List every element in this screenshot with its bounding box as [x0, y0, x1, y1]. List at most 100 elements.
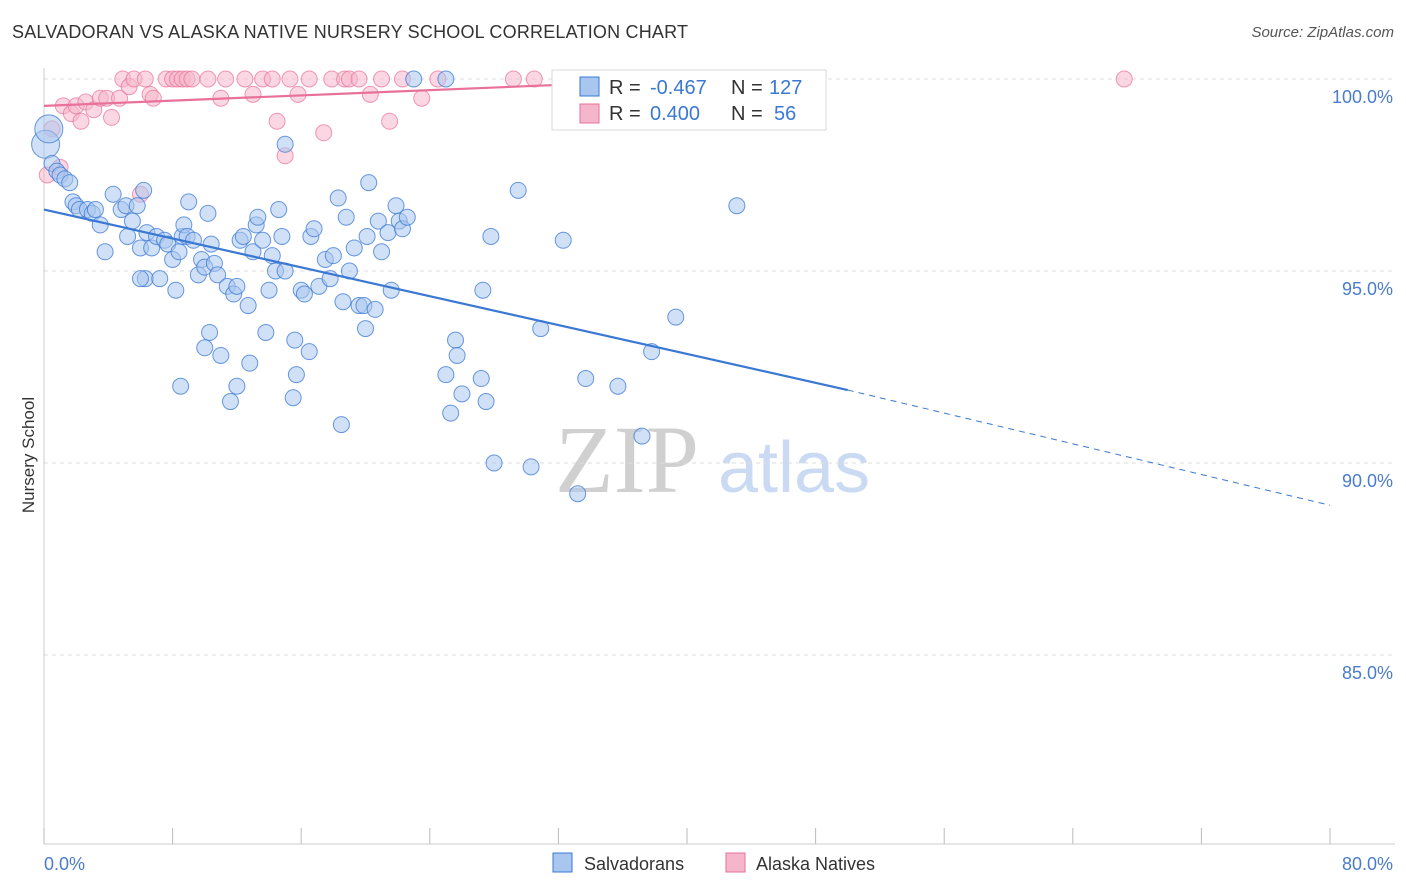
alaska-natives-point — [268, 112, 286, 130]
alaska-natives-r-label: R = — [609, 103, 641, 125]
salvadorans-point — [286, 331, 304, 349]
salvadorans-n-value: 127 — [769, 77, 802, 99]
salvadorans-point — [239, 297, 257, 315]
y-tick-label: 90.0% — [1342, 471, 1393, 491]
salvadorans-point — [482, 227, 500, 245]
salvadorans-point — [337, 208, 355, 226]
salvadorans-point — [447, 331, 465, 349]
salvadorans-point — [357, 320, 374, 338]
alaska-natives-point — [361, 85, 379, 103]
alaska-natives-point — [504, 70, 522, 88]
salvadorans-point — [472, 370, 490, 388]
alaska-natives-swatch — [579, 103, 600, 124]
alaska-natives-point — [413, 89, 431, 107]
y-tick-label: 95.0% — [1342, 279, 1393, 299]
salvadorans-point — [276, 135, 294, 153]
salvadorans-point — [180, 193, 198, 211]
salvadorans-point — [128, 197, 146, 215]
salvadorans-point — [332, 416, 350, 434]
salvadorans-point — [667, 308, 685, 326]
salvadorans-point — [151, 270, 169, 288]
salvadorans-point — [241, 354, 259, 372]
alaska-natives-point — [217, 70, 235, 88]
salvadorans-point — [442, 404, 460, 422]
salvadorans-point — [345, 239, 363, 257]
salvadorans-point — [366, 300, 384, 318]
alaska-natives-point — [136, 70, 154, 88]
salvadorans-point — [61, 174, 79, 192]
salvadorans-point — [34, 114, 64, 144]
salvadorans-point — [91, 216, 109, 234]
salvadorans-point — [86, 201, 104, 219]
x-tick-labels: 0.0% 80.0% — [44, 854, 1393, 874]
salvadorans-point — [131, 270, 149, 288]
salvadorans-point — [569, 485, 587, 503]
salvadorans-point — [221, 393, 239, 411]
salvadorans-point — [334, 293, 352, 311]
salvadorans-point — [358, 227, 376, 245]
legend-salvadorans-swatch — [552, 852, 573, 873]
watermark-atlas: atlas — [718, 428, 870, 508]
axes — [43, 68, 1395, 845]
salvadorans-point — [123, 212, 141, 230]
chart-title: SALVADORAN VS ALASKA NATIVE NURSERY SCHO… — [12, 22, 689, 42]
salvadorans-point — [728, 197, 746, 215]
salvadorans-point — [437, 366, 455, 384]
salvadorans-point — [257, 323, 275, 341]
alaska-natives-point — [236, 70, 254, 88]
salvadorans-point — [260, 281, 278, 299]
salvadorans-point — [474, 281, 492, 299]
legend-alaska-natives-swatch — [725, 852, 746, 873]
salvadorans-trend-extension — [847, 389, 1331, 506]
y-tick-labels: 85.0% 90.0% 95.0% 100.0% — [1332, 87, 1393, 683]
salvadorans-point — [448, 346, 466, 364]
salvadorans-point — [633, 427, 651, 445]
salvadorans-point — [485, 454, 503, 472]
alaska-natives-point — [281, 70, 299, 88]
salvadorans-point — [509, 181, 527, 199]
salvadorans-point — [324, 247, 342, 265]
alaska-natives-point — [525, 70, 543, 88]
alaska-natives-point — [199, 70, 217, 88]
alaska-natives-point — [103, 108, 121, 126]
salvadorans-point — [254, 231, 272, 249]
bottom-legend: Salvadorans Alaska Natives — [552, 852, 875, 874]
salvadorans-point — [477, 393, 495, 411]
alaska-natives-point — [72, 112, 90, 130]
salvadorans-point — [249, 208, 267, 226]
alaska-natives-point — [263, 70, 281, 88]
alaska-natives-point — [315, 124, 333, 142]
salvadorans-point — [329, 189, 347, 207]
salvadorans-point — [577, 370, 595, 388]
salvadorans-point — [184, 231, 202, 249]
salvadorans-point — [212, 346, 230, 364]
salvadorans-trend-line — [43, 208, 848, 392]
salvadorans-point — [287, 366, 305, 384]
salvadorans-point — [554, 231, 572, 249]
salvadorans-point — [382, 281, 400, 299]
legend-alaska-natives: Alaska Natives — [756, 854, 875, 874]
salvadorans-point — [273, 227, 291, 245]
salvadorans-r-value: -0.467 — [650, 77, 707, 99]
alaska-natives-n-value: 56 — [774, 103, 796, 125]
salvadorans-point — [209, 266, 227, 284]
salvadorans-point — [609, 377, 627, 395]
salvadorans-point — [172, 377, 190, 395]
alaska-natives-point — [373, 70, 391, 88]
x-tick-label-min: 0.0% — [44, 854, 85, 874]
source-label: Source: ZipAtlas.com — [1251, 24, 1394, 41]
salvadorans-point — [202, 235, 220, 253]
alaska-natives-point — [381, 112, 399, 130]
alaska-natives-point — [300, 70, 318, 88]
salvadorans-point — [522, 458, 540, 476]
salvadorans-point — [167, 281, 185, 299]
salvadorans-point — [228, 277, 246, 295]
salvadorans-point — [453, 385, 471, 403]
salvadorans-point — [305, 220, 323, 238]
salvadorans-point — [119, 227, 137, 245]
y-tick-label: 85.0% — [1342, 663, 1393, 683]
salvadorans-point — [405, 70, 423, 88]
salvadorans-point — [196, 339, 214, 357]
salvadorans-point — [284, 389, 302, 407]
salvadorans-point — [398, 208, 416, 226]
